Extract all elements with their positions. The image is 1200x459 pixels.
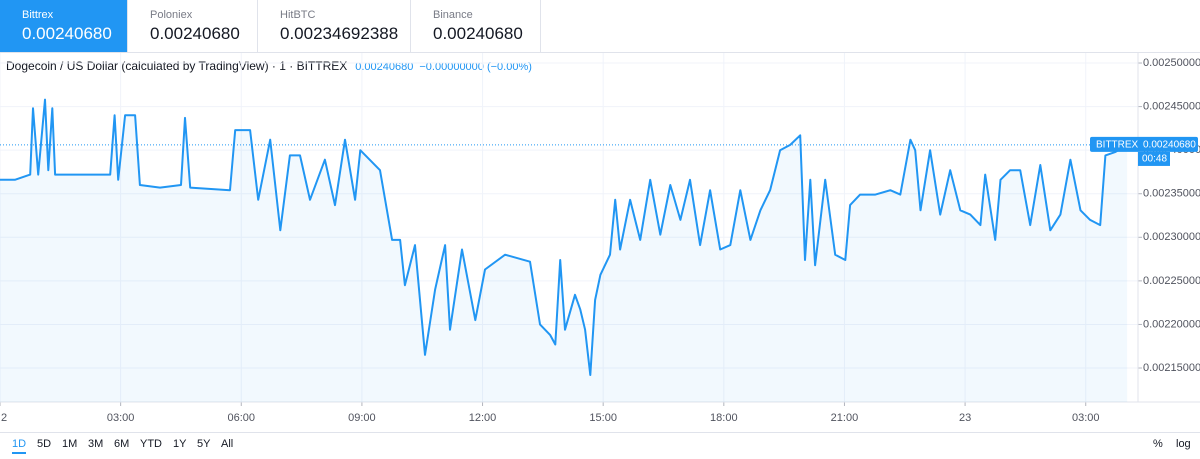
bottom-toolbar: 1D 5D 1M 3M 6M YTD 1Y 5Y All% log [0,432,1200,459]
exchange-name: Binance [433,9,473,21]
y-tick-label: 0.00220000 [1143,318,1200,330]
x-tick-label: 09:00 [348,412,376,424]
price-tag-name: BITTREX [1096,140,1139,151]
y-tick-label: 0.00245000 [1143,100,1200,112]
x-tick-label: 21:00 [831,412,859,424]
x-tick-label: 2 [1,412,7,424]
chart-title: Dogecoin / US Dollar (calculated by Trad… [6,59,347,73]
price-line [0,98,1128,376]
exchange-price: 0.00240680 [433,24,523,43]
x-tick-label: 06:00 [228,412,256,424]
x-tick-label: 03:00 [107,412,135,424]
exchange-tab[interactable]: Poloniex 0.00240680 [128,0,258,52]
exchange-name: Poloniex [150,9,193,21]
scale-option[interactable]: log [1176,438,1191,450]
range-button[interactable]: 1Y [173,438,187,450]
x-tick-label: 23 [959,412,971,424]
exchange-price: 0.00234692388 [280,24,399,43]
area-fill [0,99,1128,402]
countdown: 00:48 [1142,154,1167,165]
range-button[interactable]: 5Y [197,438,211,450]
range-button[interactable]: YTD [140,438,162,450]
x-tick-label: 03:00 [1072,412,1100,424]
y-tick-label: 0.00215000 [1143,362,1200,374]
header-change: −0.00000000 (−0.00%) [419,61,532,73]
range-button[interactable]: 6M [114,438,130,450]
chart: Dogecoin / US Dollar (calculated by Trad… [0,53,1200,424]
exchange-price: 0.00240680 [22,24,112,43]
y-tick-label: 0.00250000 [1143,57,1200,69]
x-tick-label: 18:00 [710,412,738,424]
scale-option[interactable]: % [1153,438,1163,450]
exchange-tabs: Bittrex 0.00240680 Poloniex 0.00240680 HitBT… [0,0,1200,53]
exchange-tab[interactable]: Bittrex 0.00240680 [0,0,128,52]
exchange-tab[interactable]: Binance 0.00240680 [411,0,541,52]
range-button[interactable]: 1D [12,438,27,454]
y-tick-label: 0.00225000 [1143,275,1200,287]
x-tick-label: 15:00 [589,412,617,424]
exchange-name: HitBTC [280,9,316,21]
exchange-tab[interactable]: HitBTC 0.00234692388 [258,0,411,52]
y-tick-label: 0.00230000 [1143,231,1200,243]
y-tick-label: 0.00235000 [1143,188,1200,200]
range-button[interactable]: 3M [88,438,104,450]
x-tick-label: 12:00 [469,412,497,424]
exchange-price: 0.00240680 [150,24,240,43]
price-tag-price: 0.00240680 [1143,140,1196,151]
countdown-tag [1138,151,1170,166]
exchange-name: Bittrex [22,9,54,21]
range-button[interactable]: 5D [37,438,52,450]
range-button[interactable]: 1M [62,438,78,450]
header-price: 0.00240680 [355,61,413,73]
grid [0,53,1138,402]
price-tag [1090,136,1198,152]
range-button[interactable]: All [221,438,234,450]
